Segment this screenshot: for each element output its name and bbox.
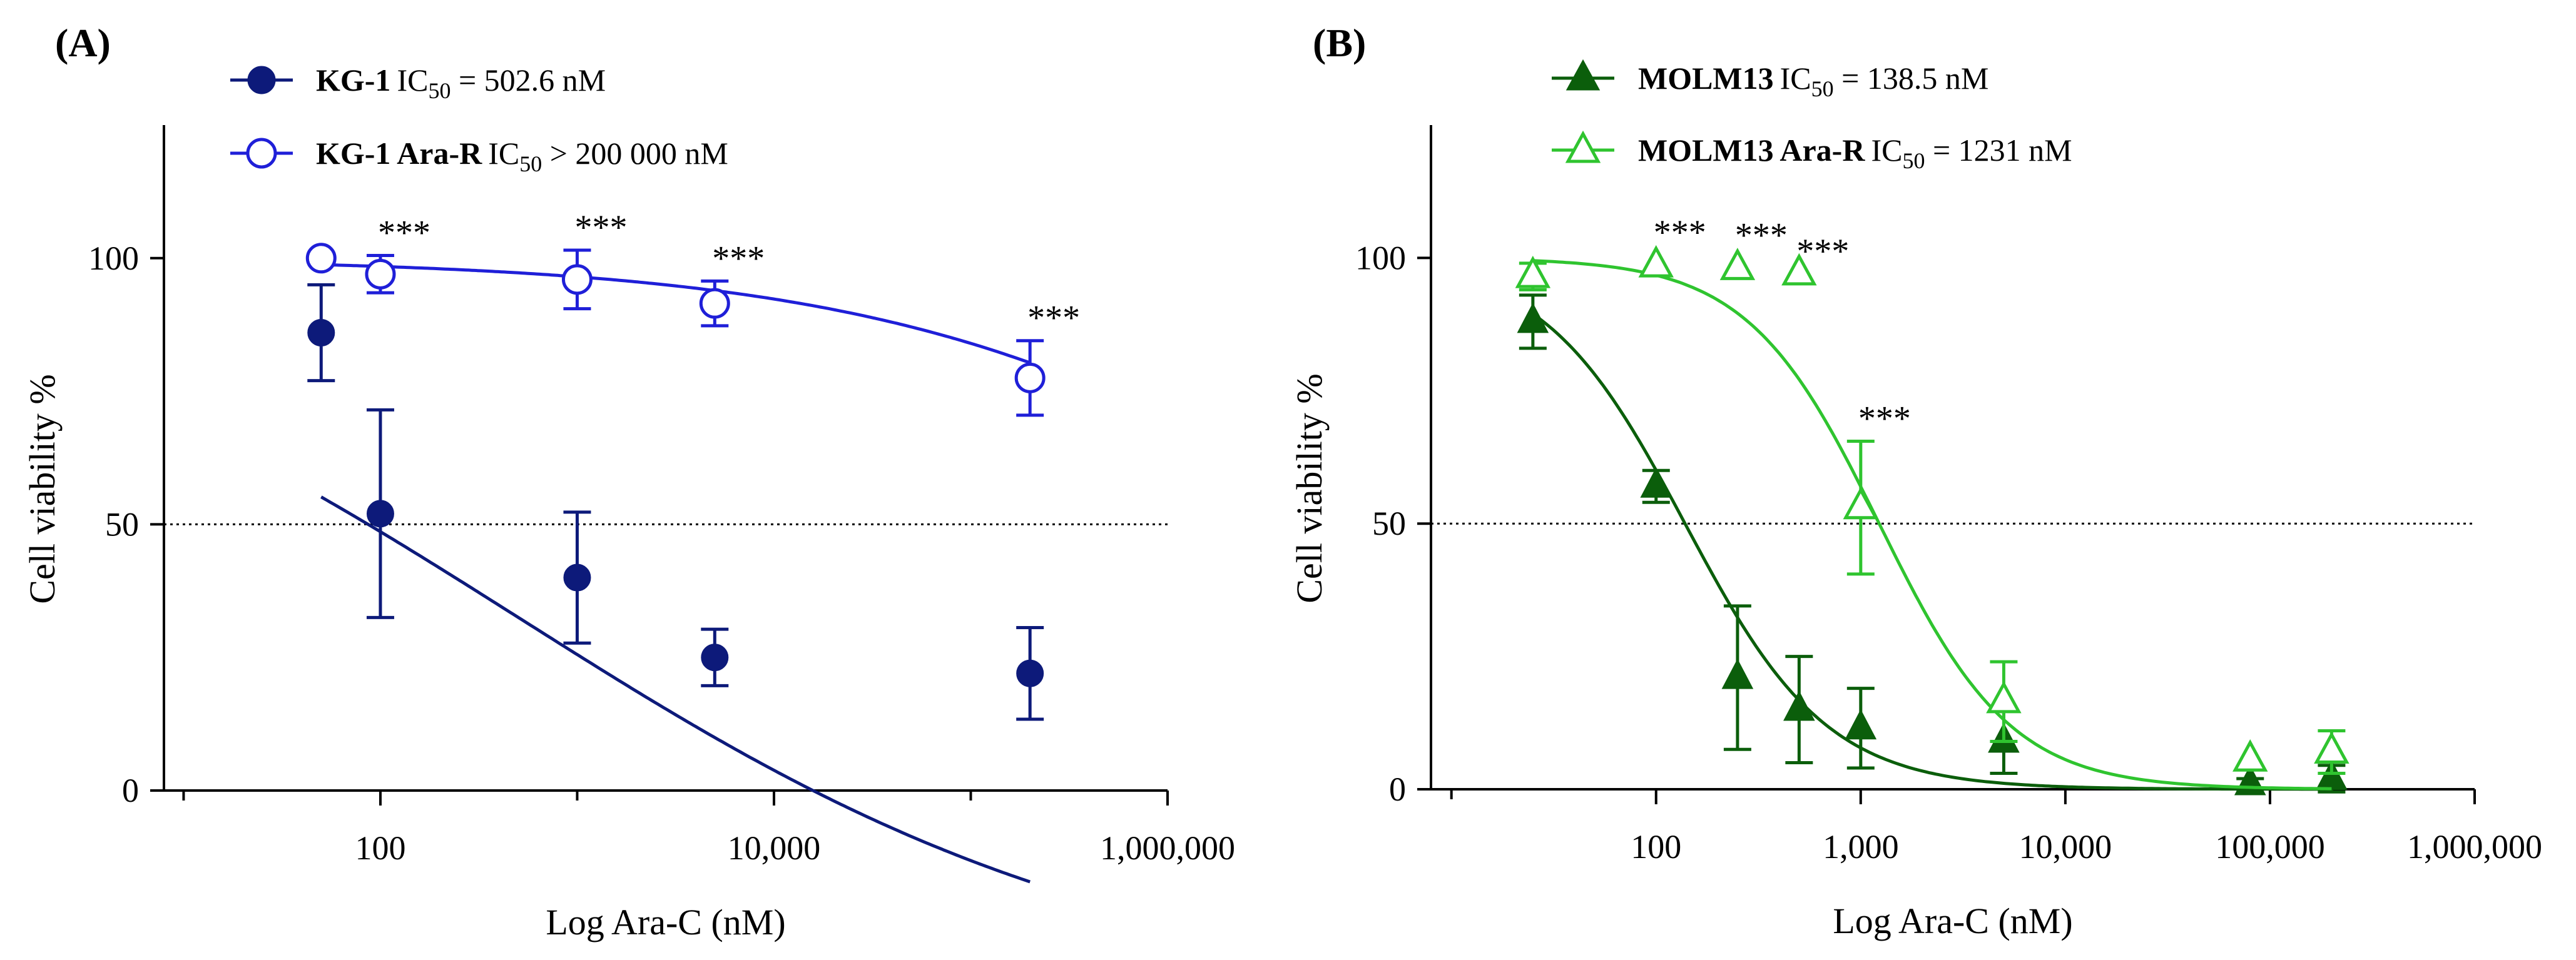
data-point — [2232, 739, 2268, 772]
data-point — [1016, 659, 1044, 687]
fit-curve-kg-1 — [320, 495, 1031, 884]
panel-b-legend: MOLM13 IC50 = 138.5 nM MOLM13 Ara-R IC50 =… — [1552, 59, 2072, 173]
data-point — [1783, 690, 1815, 721]
legend-item-molm13-ara-r: MOLM13 Ara-R IC50 = 1231 nM — [1552, 130, 2072, 173]
plot-panel-b: 0 50 100 100 1,000 10,000 100,000 1,000,000 Log … — [1289, 125, 2542, 941]
legend-text-kg1: KG-1 IC50 = 502.6 nM — [316, 63, 606, 103]
significance-label: *** — [1027, 299, 1080, 338]
data-point — [1640, 467, 1672, 498]
y-tick-label: 50 — [105, 505, 139, 543]
y-tick-label: 100 — [1355, 239, 1406, 276]
y-tick-label: 50 — [1372, 505, 1406, 542]
y-tick-label: 100 — [88, 240, 139, 277]
legend-item-kg1: KG-1 IC50 = 502.6 nM — [230, 63, 606, 103]
data-point — [563, 563, 591, 592]
legend-item-molm13: MOLM13 IC50 = 138.5 nM — [1552, 59, 1988, 101]
x-tick-label: 100 — [1631, 828, 1681, 866]
data-point — [366, 500, 394, 528]
panel-a-legend: KG-1 IC50 = 502.6 nM KG-1 Ara-R IC50 > 200… — [230, 63, 728, 176]
fit-curve-molm13 — [1532, 312, 2332, 791]
x-tick-label: 1,000 — [1823, 828, 1899, 866]
significance-label: *** — [574, 208, 627, 247]
data-point — [1843, 487, 1879, 520]
data-point — [1986, 680, 2022, 714]
y-tick-label: 0 — [1389, 771, 1406, 808]
data-point — [307, 318, 335, 346]
data-point — [1638, 245, 1674, 278]
data-point — [1517, 303, 1549, 333]
x-tick-label: 10,000 — [2019, 828, 2112, 866]
y-tick-label: 0 — [122, 772, 139, 809]
fit-curve-kg-1-ara-r — [321, 263, 1031, 365]
significance-label: *** — [712, 239, 765, 278]
x-tick-label: 100,000 — [2215, 828, 2325, 866]
panel-a-label: (A) — [55, 21, 111, 65]
data-point — [1719, 248, 1756, 280]
significance-label: *** — [1735, 216, 1788, 255]
x-tick-label: 10,000 — [728, 829, 821, 867]
significance-label: *** — [1796, 232, 1849, 271]
legend-item-kg1-ara-r: KG-1 Ara-R IC50 > 200 000 nM — [230, 136, 728, 176]
panel-b-label: (B) — [1313, 21, 1366, 65]
data-point — [305, 243, 337, 274]
x-tick-label: 100 — [355, 829, 405, 867]
data-point — [2314, 731, 2349, 764]
x-tick-label: 1,000,000 — [1100, 829, 1235, 867]
data-point — [365, 258, 396, 290]
data-point — [561, 264, 593, 295]
x-tick-label: 1,000,000 — [2407, 828, 2542, 866]
data-point — [699, 288, 730, 319]
fit-curve-molm13-ara-r — [1532, 259, 2332, 791]
data-point — [701, 644, 729, 672]
y-axis-label: Cell viability % — [22, 374, 63, 604]
legend-text-kg1-ara-r: KG-1 Ara-R IC50 > 200 000 nM — [316, 136, 728, 176]
data-point — [1845, 709, 1877, 740]
data-point — [2234, 765, 2266, 796]
significance-label: *** — [378, 214, 430, 253]
data-point — [1781, 253, 1817, 286]
legend-text-molm13-ara-r: MOLM13 Ara-R IC50 = 1231 nM — [1638, 133, 2072, 173]
significance-label: *** — [1858, 400, 1911, 438]
plot-panel-a: 0 50 100 100 10,000 1,000,000 Log Ara-C (nM) Ce… — [22, 125, 1235, 942]
data-point — [1515, 255, 1551, 288]
data-point — [1014, 362, 1046, 393]
legend-text-molm13: MOLM13 IC50 = 138.5 nM — [1638, 61, 1988, 101]
data-point — [1721, 659, 1754, 689]
x-axis-label: Log Ara-C (nM) — [1833, 901, 2072, 941]
filled-triangle-icon — [1565, 59, 1601, 91]
open-triangle-icon — [1565, 130, 1601, 163]
x-axis-label: Log Ara-C (nM) — [546, 902, 785, 942]
y-axis-label: Cell viability % — [1289, 373, 1330, 603]
open-circle-icon — [246, 138, 277, 169]
significance-label: *** — [1654, 213, 1706, 252]
